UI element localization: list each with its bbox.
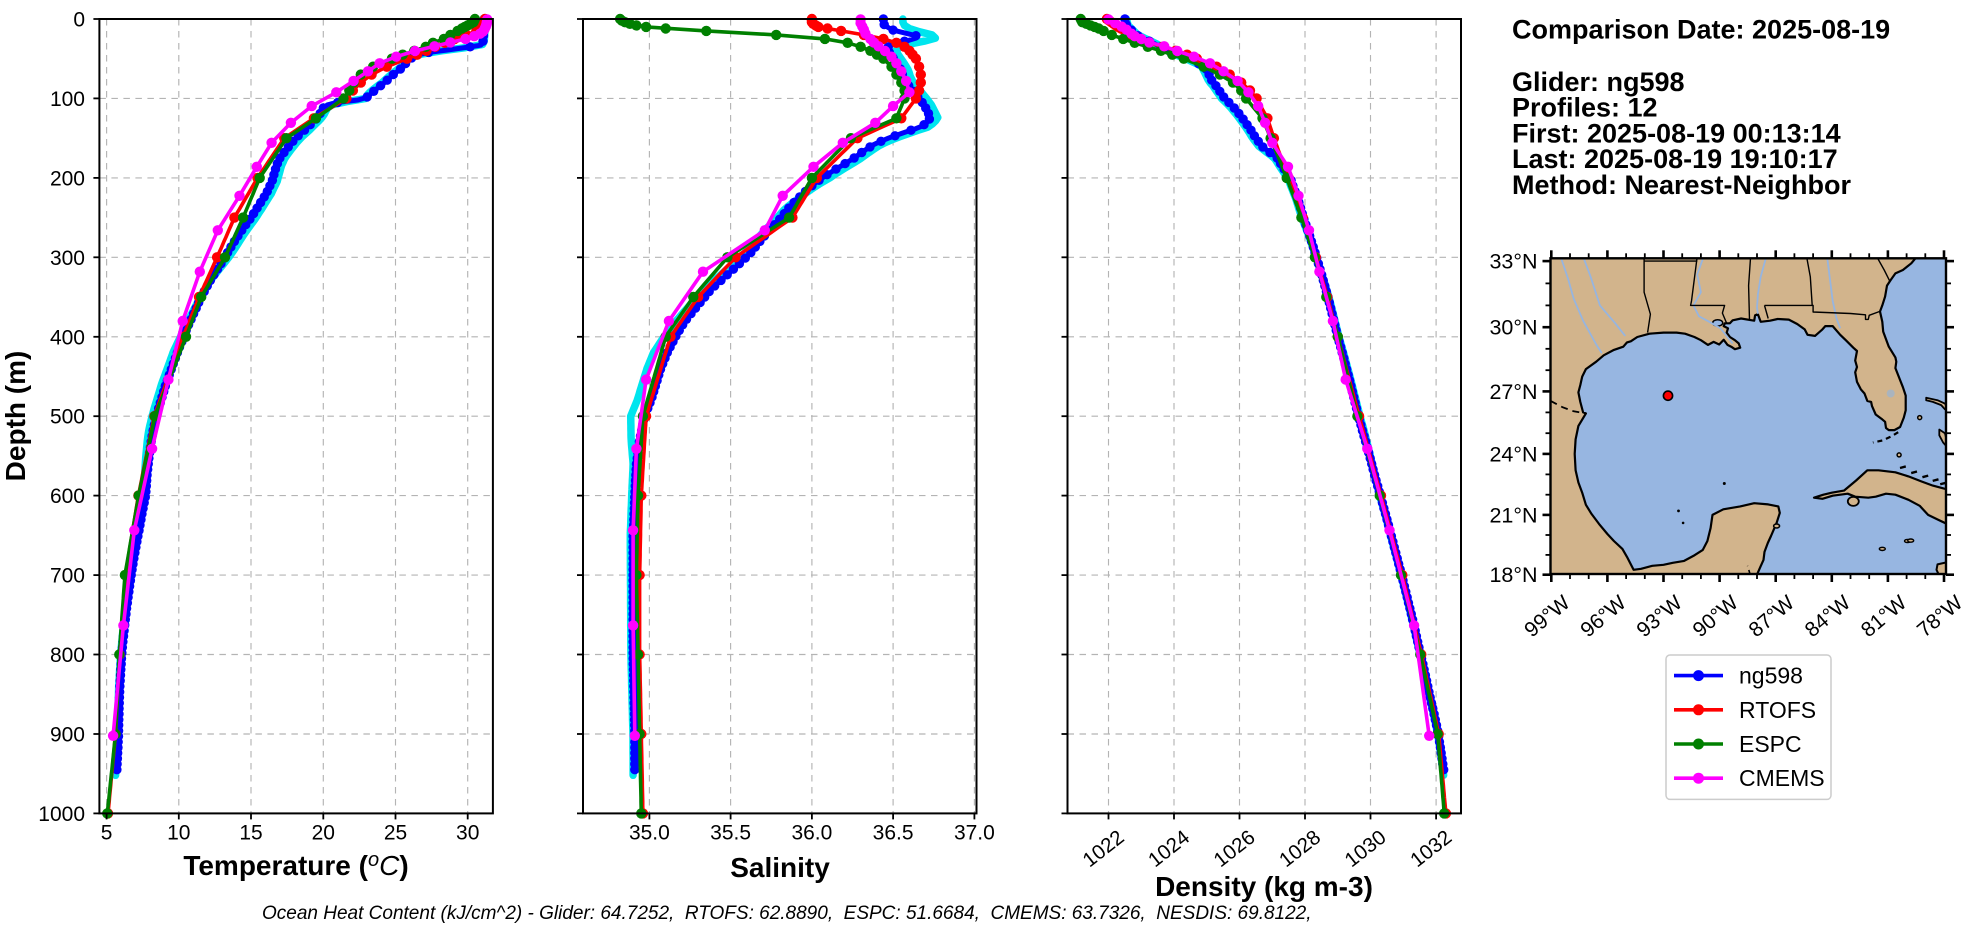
svg-text:400: 400 <box>50 326 85 349</box>
svg-text:Glider: ng598: Glider: ng598 <box>1512 67 1685 97</box>
svg-text:Method: Nearest-Neighbor: Method: Nearest-Neighbor <box>1512 170 1852 200</box>
svg-text:300: 300 <box>50 247 85 270</box>
svg-text:1000: 1000 <box>38 803 85 826</box>
svg-text:700: 700 <box>50 565 85 588</box>
svg-text:36.0: 36.0 <box>791 821 832 844</box>
svg-text:21°N: 21°N <box>1489 503 1537 527</box>
svg-text:27°N: 27°N <box>1489 380 1537 404</box>
svg-text:800: 800 <box>50 644 85 667</box>
svg-text:35.5: 35.5 <box>710 821 751 844</box>
svg-text:First: 2025-08-19 00:13:14: First: 2025-08-19 00:13:14 <box>1512 118 1841 148</box>
svg-text:600: 600 <box>50 485 85 508</box>
svg-text:10: 10 <box>167 821 190 844</box>
svg-text:33°N: 33°N <box>1489 250 1537 274</box>
svg-text:0: 0 <box>73 9 85 32</box>
svg-text:Ocean Heat Content (kJ/cm^2) -: Ocean Heat Content (kJ/cm^2) - Glider: 6… <box>262 903 1312 924</box>
svg-text:36.5: 36.5 <box>873 821 914 844</box>
svg-text:24°N: 24°N <box>1489 442 1537 466</box>
svg-text:200: 200 <box>50 167 85 190</box>
svg-text:RTOFS: RTOFS <box>1739 697 1816 723</box>
svg-text:Last: 2025-08-19 19:10:17: Last: 2025-08-19 19:10:17 <box>1512 144 1838 174</box>
svg-text:ESPC: ESPC <box>1739 731 1802 757</box>
svg-text:15: 15 <box>239 821 262 844</box>
svg-text:ng598: ng598 <box>1739 663 1803 689</box>
svg-text:37.0: 37.0 <box>954 821 995 844</box>
svg-text:500: 500 <box>50 406 85 429</box>
svg-text:Depth (m): Depth (m) <box>0 351 31 482</box>
svg-text:30: 30 <box>456 821 479 844</box>
svg-text:900: 900 <box>50 724 85 747</box>
svg-text:20: 20 <box>312 821 335 844</box>
svg-text:Density (kg m-3): Density (kg m-3) <box>1155 871 1373 902</box>
svg-text:100: 100 <box>50 88 85 111</box>
svg-text:5: 5 <box>101 821 113 844</box>
svg-text:25: 25 <box>384 821 407 844</box>
svg-text:30°N: 30°N <box>1489 316 1537 340</box>
svg-text:Comparison Date: 2025-08-19: Comparison Date: 2025-08-19 <box>1512 15 1890 45</box>
svg-text:18°N: 18°N <box>1489 563 1537 587</box>
svg-text:35.0: 35.0 <box>629 821 670 844</box>
svg-text:CMEMS: CMEMS <box>1739 765 1825 791</box>
svg-text:Salinity: Salinity <box>730 852 830 883</box>
svg-text:Profiles: 12: Profiles: 12 <box>1512 93 1658 123</box>
